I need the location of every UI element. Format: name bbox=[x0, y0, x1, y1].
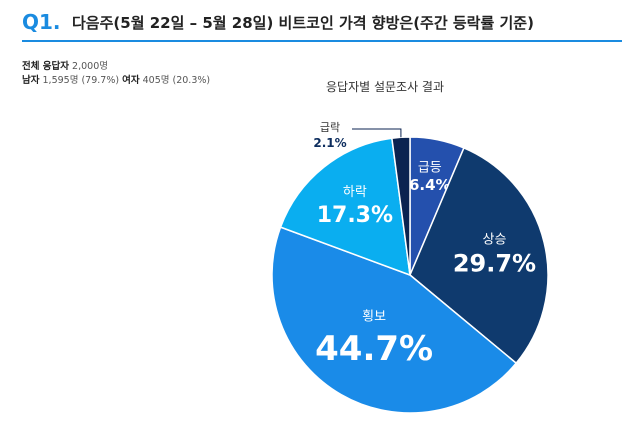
pie-slice-4 bbox=[279, 137, 411, 277]
slice-label-name: 횡보 bbox=[362, 309, 386, 324]
slice-label-value: 44.7% bbox=[315, 329, 433, 369]
slice-label-value: 17.3% bbox=[317, 203, 393, 228]
slice-label-name: 상승 bbox=[483, 232, 507, 247]
total-value: 2,000명 bbox=[72, 61, 108, 72]
female-value: 405명 (20.3%) bbox=[142, 75, 211, 86]
chart-title: 응답자별 설문조사 결과 bbox=[325, 80, 445, 94]
slice-label-value: 6.4% bbox=[409, 176, 451, 194]
respondent-breakdown: 남자 1,595명 (79.7%) 여자 405명 (20.3%) bbox=[22, 72, 210, 86]
slice-label-value: 2.1% bbox=[313, 136, 346, 150]
total-label: 전체 응답자 bbox=[22, 61, 70, 72]
pie-slice-2 bbox=[409, 146, 549, 365]
male-value: 1,595명 (79.7%) bbox=[42, 75, 120, 86]
pie-slice-5 bbox=[391, 136, 411, 276]
respondent-total: 전체 응답자 2,000명 bbox=[22, 58, 108, 72]
female-label: 여자 bbox=[122, 75, 140, 86]
slice-label-name: 하락 bbox=[343, 185, 367, 200]
page-title: 다음주(5월 22일 – 5월 28일) 비트코인 가격 향방은(주간 등락률 … bbox=[72, 14, 534, 32]
slice-label-name: 급락 bbox=[320, 121, 340, 134]
title-divider bbox=[22, 40, 622, 42]
pie-slice-3 bbox=[271, 226, 518, 414]
leader-line bbox=[352, 128, 402, 138]
slice-label-name: 급등 bbox=[418, 160, 442, 175]
question-number: Q1. bbox=[22, 10, 61, 34]
slice-label-value: 29.7% bbox=[453, 250, 536, 278]
male-label: 남자 bbox=[22, 75, 40, 86]
